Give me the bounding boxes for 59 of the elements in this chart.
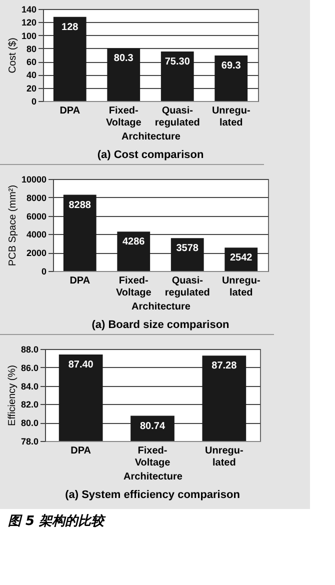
x-tick-label: Unregu-lated [204, 446, 244, 468]
x-axis-title: Architecture [132, 302, 191, 312]
data-label: 3578 [176, 243, 199, 254]
y-tick-label: 40 [26, 70, 36, 80]
y-tick-label: 80.0 [20, 418, 38, 428]
bar [170, 238, 204, 271]
y-tick-label: 6000 [26, 211, 46, 222]
data-label: 80.3 [114, 53, 134, 64]
y-tick-label: 100 [21, 30, 36, 41]
data-label: 8288 [68, 200, 92, 211]
y-axis-title: Cost ($) [7, 38, 18, 74]
y-tick-label: 4000 [26, 230, 46, 240]
y-tick-label: 0 [41, 266, 46, 276]
y-tick-label: 20 [26, 83, 36, 94]
y-tick-label: 2000 [26, 248, 46, 258]
data-label: 128 [62, 22, 79, 33]
data-label: 4286 [122, 236, 146, 248]
y-tick-label: 10000 [21, 174, 46, 184]
text: (a) System efficiency comparison [65, 489, 240, 501]
data-label: 69.3 [221, 60, 242, 72]
y-tick-label: 86.0 [20, 362, 38, 373]
y-tick-label: 80 [26, 44, 36, 54]
x-tick-label: Quasi-regulated [154, 106, 200, 128]
x-tick-label: Unregu-lated [222, 276, 260, 298]
x-tick-label: Fixed-Voltage [116, 276, 152, 298]
text: (a) Board size comparison [92, 319, 230, 331]
y-tick-label: 140 [21, 4, 36, 14]
x-axis-title: Architecture [124, 472, 183, 482]
x-tick-label: DPA [70, 276, 90, 286]
bar [53, 16, 86, 101]
y-tick-label: 78.0 [20, 436, 38, 446]
bar [214, 55, 248, 101]
bar [63, 194, 96, 271]
y-tick-label: 60 [26, 57, 36, 68]
text: (a) Cost comparison [97, 149, 204, 161]
bar [117, 232, 150, 271]
y-tick-label: 8000 [26, 192, 46, 203]
bar [107, 48, 140, 101]
y-tick-label: 88.0 [20, 344, 38, 354]
y-axis-title: PCB Space (mm²) [7, 184, 18, 266]
x-tick-label: Quasi-regulated [164, 276, 210, 298]
y-tick-label: 82.0 [20, 400, 38, 410]
y-tick-label: 84.0 [20, 381, 38, 392]
x-axis-title: Architecture [122, 132, 181, 142]
x-tick-label: Fixed-Voltage [106, 106, 142, 128]
data-label: 2542 [230, 252, 253, 264]
x-tick-label: DPA [70, 446, 92, 456]
bar [160, 52, 194, 101]
y-axis-title: Efficiency (%) [6, 365, 18, 426]
caption: 图 5 架构的比较 [8, 513, 107, 530]
data-label: 87.40 [68, 360, 94, 371]
data-label: 75.30 [164, 56, 190, 68]
data-label: 80.74 [140, 420, 166, 432]
y-tick-label: 120 [21, 18, 36, 28]
x-tick-label: Fixed-Voltage [134, 446, 171, 468]
data-label: 87.28 [212, 360, 238, 372]
y-tick-label: 0 [31, 96, 36, 106]
x-tick-label: Unregu-lated [212, 106, 250, 128]
x-tick-label: DPA [60, 106, 80, 116]
